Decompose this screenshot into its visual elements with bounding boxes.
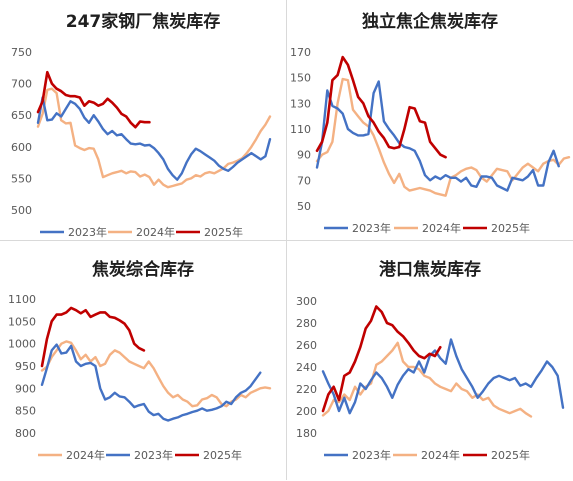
panel-divider-horizontal: [0, 240, 573, 241]
series-line-2023: [40, 343, 262, 422]
y-tick-label: 70: [297, 174, 311, 187]
y-tick-label: 180: [296, 427, 317, 440]
legend-label-2023: 2023年: [352, 221, 391, 235]
legend-label-2024: 2024年: [136, 225, 175, 239]
legend-label-2024: 2024年: [422, 221, 461, 235]
y-tick-label: 700: [11, 78, 32, 91]
y-tick-label: 1050: [8, 315, 36, 328]
y-tick-label: 800: [15, 427, 36, 440]
legend-label-2025: 2025年: [203, 448, 242, 462]
chart-panel-port-coke-inventory: 港口焦炭库存 180 200 220 240 260 280 300 2023年 2024年 202…: [287, 241, 573, 481]
series-line-2023: [315, 80, 560, 192]
legend-label-2025: 2025年: [491, 221, 530, 235]
chart-panel-independent-coking-inventory: 独立焦企焦炭库存 50 70 90 110 130 150 170 2023年 2024年 2025…: [287, 0, 573, 240]
y-tick-label: 650: [11, 109, 32, 122]
y-tick-label: 300: [296, 295, 317, 308]
y-tick-label: 110: [290, 123, 311, 136]
series-line-2023: [36, 96, 272, 181]
y-tick-label: 50: [297, 200, 311, 213]
chart-title: 独立焦企焦炭库存: [362, 11, 498, 32]
chart-panel-total-coke-inventory: 焦炭综合库存 800 850 900 950 1000 1050 1100 2024年 2023年…: [0, 241, 286, 481]
chart-title: 焦炭综合库存: [91, 259, 194, 280]
y-tick-label: 550: [11, 172, 32, 185]
chart-svg: 247家钢厂焦炭库存 500 550 600 650 700 750 2023年 2024年 20…: [11, 11, 272, 239]
y-tick-label: 130: [290, 97, 311, 110]
series-line-2025: [40, 306, 146, 368]
y-tick-label: 1100: [8, 293, 36, 306]
legend-label-2024: 2024年: [421, 448, 460, 462]
series-line-2025: [315, 55, 447, 159]
chart-title: 247家钢厂焦炭库存: [66, 11, 221, 32]
y-tick-label: 90: [297, 149, 311, 162]
y-tick-label: 240: [296, 361, 317, 374]
series-line-2023: [321, 338, 565, 415]
series-line-2025: [36, 70, 151, 129]
y-tick-label: 1000: [8, 338, 36, 351]
series-line-2025: [321, 305, 442, 413]
y-tick-label: 200: [296, 405, 317, 418]
y-tick-label: 950: [15, 360, 36, 373]
y-tick-label: 220: [296, 383, 317, 396]
legend-label-2023: 2023年: [68, 225, 107, 239]
y-tick-label: 280: [296, 317, 317, 330]
chart-svg: 焦炭综合库存 800 850 900 950 1000 1050 1100 2024年 2023年…: [8, 259, 272, 462]
legend-label-2023: 2023年: [352, 448, 391, 462]
chart-svg: 港口焦炭库存 180 200 220 240 260 280 300 2023年 2024年 202…: [296, 259, 565, 462]
y-tick-label: 150: [290, 72, 311, 85]
series-line-2024: [315, 77, 571, 197]
legend-label-2024: 2024年: [66, 448, 105, 462]
chart-svg: 独立焦企焦炭库存 50 70 90 110 130 150 170 2023年 2024年 2025…: [290, 11, 571, 235]
chart-title: 港口焦炭库存: [379, 259, 481, 280]
y-tick-label: 750: [11, 46, 32, 59]
legend-label-2025: 2025年: [491, 448, 530, 462]
y-tick-label: 500: [11, 204, 32, 217]
y-tick-label: 600: [11, 141, 32, 154]
y-tick-label: 260: [296, 339, 317, 352]
y-tick-label: 900: [15, 382, 36, 395]
chart-panel-steel-mill-coke-inventory: 247家钢厂焦炭库存 500 550 600 650 700 750 2023年 2024年 20…: [0, 0, 286, 240]
series-line-2024: [36, 87, 272, 189]
legend-label-2025: 2025年: [204, 225, 243, 239]
legend-label-2023: 2023年: [134, 448, 173, 462]
y-tick-label: 170: [290, 46, 311, 59]
y-tick-label: 850: [15, 405, 36, 418]
